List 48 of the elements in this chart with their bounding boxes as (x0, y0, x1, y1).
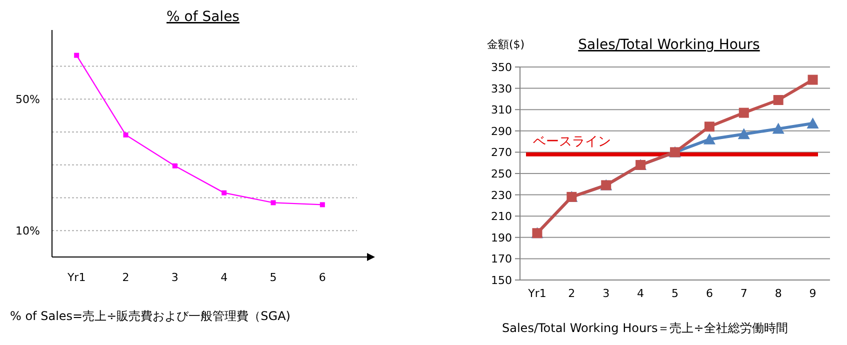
x-tick-label: 6 (706, 287, 713, 300)
y-tick-label: 290 (491, 124, 512, 138)
point (320, 202, 325, 208)
point (123, 132, 128, 138)
x-tick-label: Yr1 (66, 271, 86, 284)
y-tick-label: 250 (491, 168, 512, 180)
point (74, 52, 80, 58)
y-tick-label: 350 (491, 61, 512, 74)
x-tick-label: 6 (318, 271, 326, 284)
point (704, 122, 714, 132)
y-tick-label: 330 (491, 82, 512, 96)
point (808, 74, 818, 85)
point (703, 133, 716, 144)
y-tick-label: 190 (491, 231, 512, 244)
x-tick-label: Yr1 (527, 287, 546, 300)
y-tick-label: 50% (16, 93, 40, 106)
y-tick-label: 270 (491, 146, 512, 160)
x-tick-label: 5 (270, 271, 277, 284)
x-tick-label: 4 (220, 271, 228, 284)
x-tick-label: 2 (122, 271, 130, 284)
text: Sales/Total Working Hours＝売上÷全社総労働時間 (502, 321, 788, 335)
x-tick-label: 8 (774, 287, 782, 300)
y-tick-label: 310 (491, 104, 512, 117)
x-tick-label: 4 (637, 287, 644, 300)
point (738, 108, 749, 118)
x-tick-label: 2 (568, 287, 576, 300)
x-tick-label: 5 (672, 287, 678, 300)
point (222, 190, 227, 196)
ref-line-label: ベースライン (533, 134, 611, 150)
x-tick-label: 7 (740, 287, 748, 300)
y-tick-label: 170 (491, 252, 512, 266)
point (806, 117, 819, 128)
x-tick-label: 3 (602, 287, 610, 300)
y-tick-label: 10% (16, 224, 40, 238)
y-axis-title: 金額($) (487, 38, 525, 51)
text: % of Sales=売上÷販売費および一般管理費（SGA) (10, 309, 290, 323)
point (772, 122, 784, 134)
chart-title: Sales/Total Working Hours (578, 37, 760, 53)
y-tick-label: 230 (491, 188, 512, 202)
point (270, 200, 276, 206)
y-tick-label: 150 (491, 274, 512, 287)
chart-title: % of Sales (166, 9, 240, 25)
y-tick-label: 210 (491, 210, 512, 224)
x-tick-label: 9 (809, 287, 816, 300)
point (738, 128, 750, 140)
point (172, 163, 178, 168)
x-tick-label: 3 (171, 271, 178, 284)
point (773, 95, 784, 106)
